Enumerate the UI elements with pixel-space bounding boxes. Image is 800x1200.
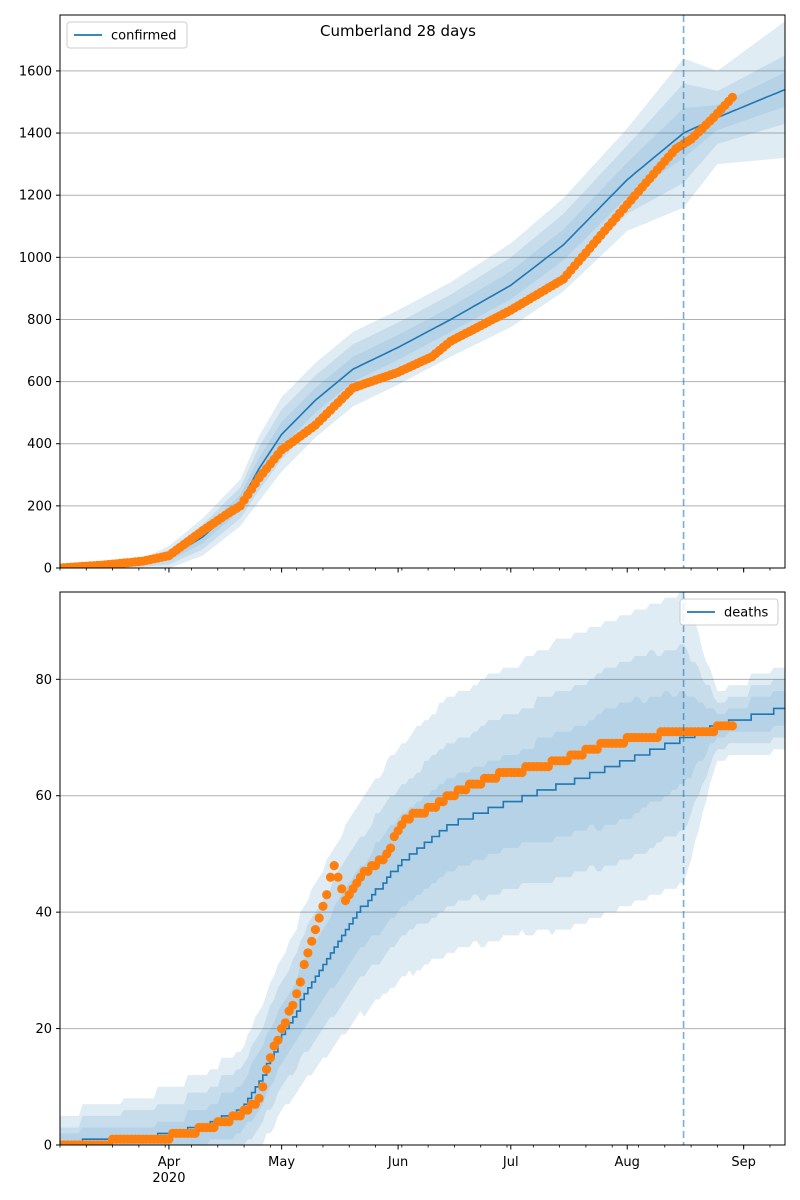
xtick-label-aug: Aug [615, 1155, 640, 1170]
deaths-uncertainty-band [60, 644, 785, 1145]
deaths-observed-point [262, 1064, 272, 1074]
deaths-observed-point [307, 936, 317, 946]
deaths-observed-point [303, 948, 313, 958]
deaths-observed-point [325, 872, 336, 882]
deaths-observed-point [314, 913, 324, 923]
deaths-legend-label: deaths [724, 606, 769, 621]
deaths-observed-point [254, 1093, 264, 1103]
xtick-year-label: 2020 [152, 1171, 185, 1186]
confirmed-ytick-label: 1000 [19, 251, 52, 266]
confirmed-plot-area [60, 21, 785, 568]
xtick-label-jul: Jul [502, 1155, 519, 1170]
confirmed-ytick-label: 400 [27, 437, 52, 452]
deaths-uncertainty-band [60, 592, 785, 1145]
deaths-ytick-label: 60 [35, 789, 52, 804]
confirmed-panel: 0 200 400 600 800 1000 1200 1400 1600 confirmed [19, 14, 786, 577]
deaths-observed-point [318, 901, 328, 911]
deaths-ytick-label: 40 [35, 906, 52, 921]
deaths-model-line [60, 707, 785, 1145]
confirmed-legend-label: confirmed [111, 29, 177, 44]
confirmed-uncertainty-band [60, 21, 785, 568]
deaths-observed-point [273, 1035, 283, 1045]
deaths-observed-point [292, 989, 302, 999]
confirmed-uncertainty-band [60, 55, 785, 568]
confirmed-uncertainty-band [60, 72, 785, 568]
deaths-observed-point [386, 843, 396, 853]
deaths-observed-point [288, 1000, 298, 1010]
deaths-observed-point [265, 1053, 275, 1063]
deaths-observed-point [337, 884, 347, 894]
deaths-ytick-label: 20 [35, 1022, 52, 1037]
deaths-observed-point [333, 872, 343, 882]
xtick-label-apr: Apr [158, 1155, 181, 1170]
xtick-label-may: May [268, 1155, 295, 1170]
deaths-ytick-label: 0 [44, 1139, 52, 1154]
deaths-legend-box [679, 598, 779, 626]
xtick-label-sep: Sep [731, 1155, 756, 1170]
confirmed-ytick-label: 1200 [19, 189, 52, 204]
deaths-uncertainty-band [60, 691, 785, 1145]
deaths-observed-point [329, 861, 339, 871]
deaths-ytick-label: 80 [35, 673, 52, 688]
confirmed-ytick-label: 200 [27, 499, 52, 514]
deaths-plot-area [60, 592, 785, 1145]
deaths-observed-point [280, 1018, 290, 1028]
confirmed-ytick-label: 1600 [19, 64, 52, 79]
deaths-observed-point [727, 721, 738, 731]
confirmed-legend-box [66, 21, 188, 49]
confirmed-ytick-label: 800 [27, 313, 52, 328]
confirmed-ytick-label: 1400 [19, 127, 52, 142]
deaths-observed-point [322, 890, 332, 900]
deaths-observed-point [310, 925, 320, 935]
confirmed-observed-point [727, 92, 738, 102]
deaths-legend: deaths [679, 598, 779, 626]
confirmed-ytick-label: 600 [27, 375, 52, 390]
confirmed-ytick-label: 0 [44, 562, 52, 577]
figure-title: Cumberland 28 days [320, 22, 476, 40]
deaths-axes-frame [59, 591, 786, 1146]
deaths-observed-point [258, 1082, 268, 1092]
deaths-observed-point [295, 977, 305, 987]
deaths-observed-point [299, 959, 309, 970]
confirmed-axes-frame [59, 14, 786, 569]
confirmed-legend: confirmed [66, 21, 188, 49]
xtick-label-jun: Jun [387, 1155, 408, 1170]
